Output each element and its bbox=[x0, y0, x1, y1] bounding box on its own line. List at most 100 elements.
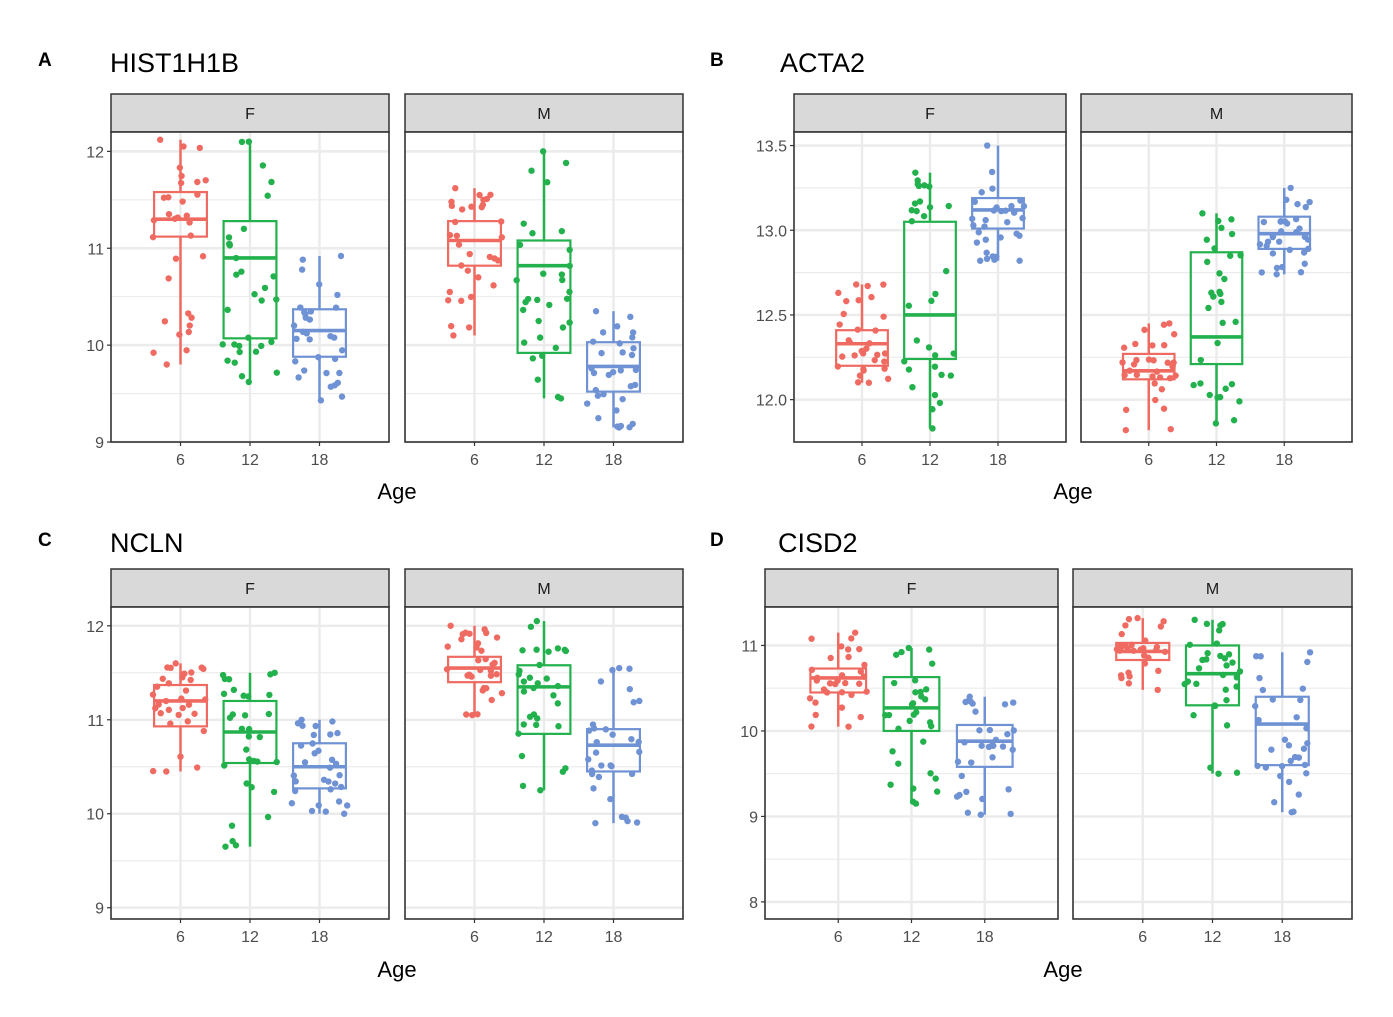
data-point bbox=[273, 296, 280, 303]
facet-strip bbox=[404, 93, 684, 133]
data-point bbox=[1268, 746, 1275, 753]
data-point bbox=[475, 657, 482, 664]
data-point bbox=[290, 772, 298, 779]
x-tick-label: 6 bbox=[470, 452, 479, 469]
x-axis-title: Age bbox=[377, 957, 416, 982]
data-point bbox=[1211, 702, 1218, 709]
data-point bbox=[270, 273, 277, 280]
y-tick-label: 12.5 bbox=[756, 308, 787, 325]
x-tick-label: 12 bbox=[241, 452, 259, 469]
data-point bbox=[539, 352, 546, 359]
data-point bbox=[235, 342, 243, 350]
data-point bbox=[855, 297, 862, 304]
data-point bbox=[905, 366, 913, 373]
data-point bbox=[245, 138, 253, 145]
data-point bbox=[835, 289, 842, 297]
data-point bbox=[961, 739, 968, 746]
data-point bbox=[1269, 696, 1276, 703]
data-point bbox=[866, 340, 873, 347]
data-point bbox=[929, 425, 936, 432]
data-point bbox=[1295, 754, 1303, 761]
data-point bbox=[232, 254, 240, 262]
data-point bbox=[1214, 339, 1221, 347]
y-tick-label: 8 bbox=[749, 895, 758, 912]
data-point bbox=[836, 321, 843, 328]
data-point bbox=[1215, 627, 1223, 634]
data-point bbox=[526, 713, 534, 720]
panel-title: CISD2 bbox=[778, 528, 858, 558]
y-tick-label: 9 bbox=[95, 435, 104, 452]
data-point bbox=[911, 677, 919, 684]
data-point bbox=[451, 218, 459, 226]
data-point bbox=[895, 760, 902, 767]
data-point bbox=[845, 653, 852, 661]
data-point bbox=[1222, 385, 1229, 392]
data-point bbox=[336, 772, 343, 779]
data-point bbox=[554, 393, 562, 401]
data-point bbox=[812, 711, 819, 719]
data-point bbox=[1156, 374, 1164, 381]
data-point bbox=[334, 379, 341, 387]
data-point bbox=[455, 241, 463, 248]
data-point bbox=[926, 204, 934, 211]
data-point bbox=[1122, 622, 1129, 629]
data-point bbox=[1004, 730, 1011, 738]
data-point bbox=[1305, 245, 1312, 253]
data-point bbox=[982, 236, 989, 243]
data-point bbox=[1229, 659, 1236, 666]
data-point bbox=[478, 647, 485, 654]
data-point bbox=[588, 767, 596, 774]
data-point bbox=[1155, 667, 1162, 675]
data-point bbox=[592, 749, 600, 756]
data-point bbox=[245, 725, 253, 733]
data-point bbox=[846, 338, 853, 346]
data-point bbox=[225, 234, 233, 241]
data-point bbox=[491, 255, 498, 262]
data-point bbox=[172, 255, 180, 262]
data-point bbox=[914, 177, 921, 184]
data-point bbox=[931, 391, 939, 399]
data-point bbox=[458, 206, 466, 213]
data-point bbox=[988, 742, 996, 749]
data-point bbox=[1210, 293, 1217, 300]
data-point bbox=[1158, 386, 1166, 393]
data-point bbox=[1228, 216, 1235, 223]
data-point bbox=[986, 726, 994, 734]
data-point bbox=[290, 322, 298, 329]
data-point bbox=[929, 406, 936, 413]
data-point bbox=[997, 234, 1004, 241]
data-point bbox=[162, 697, 170, 705]
data-point bbox=[926, 183, 933, 190]
data-point bbox=[826, 680, 834, 687]
data-point bbox=[264, 192, 271, 199]
facet-strip bbox=[764, 568, 1059, 608]
data-point bbox=[555, 723, 562, 730]
data-point bbox=[857, 668, 865, 675]
data-point bbox=[616, 340, 623, 347]
data-point bbox=[558, 227, 566, 235]
data-point bbox=[913, 337, 921, 344]
data-point bbox=[474, 711, 481, 718]
data-point bbox=[820, 686, 828, 693]
data-point bbox=[232, 842, 240, 849]
facet-m: M 6 12 18 bbox=[1080, 93, 1353, 469]
data-point bbox=[327, 786, 334, 793]
facet-f: F 6 12 18 bbox=[110, 93, 390, 469]
data-point bbox=[519, 647, 526, 654]
data-point bbox=[563, 295, 571, 302]
data-point bbox=[1285, 742, 1293, 749]
data-point bbox=[967, 698, 975, 705]
data-point bbox=[1303, 770, 1310, 777]
data-point bbox=[1117, 672, 1125, 679]
data-point bbox=[622, 814, 629, 821]
data-point bbox=[149, 691, 157, 698]
data-point bbox=[956, 791, 963, 799]
data-point bbox=[316, 281, 323, 288]
facet-m: M 6 12 18 bbox=[404, 568, 684, 946]
box-iqr bbox=[882, 675, 941, 733]
data-point bbox=[176, 331, 183, 338]
data-point bbox=[1145, 654, 1152, 661]
data-point bbox=[917, 688, 924, 696]
data-point bbox=[592, 386, 600, 394]
data-point bbox=[194, 191, 201, 198]
